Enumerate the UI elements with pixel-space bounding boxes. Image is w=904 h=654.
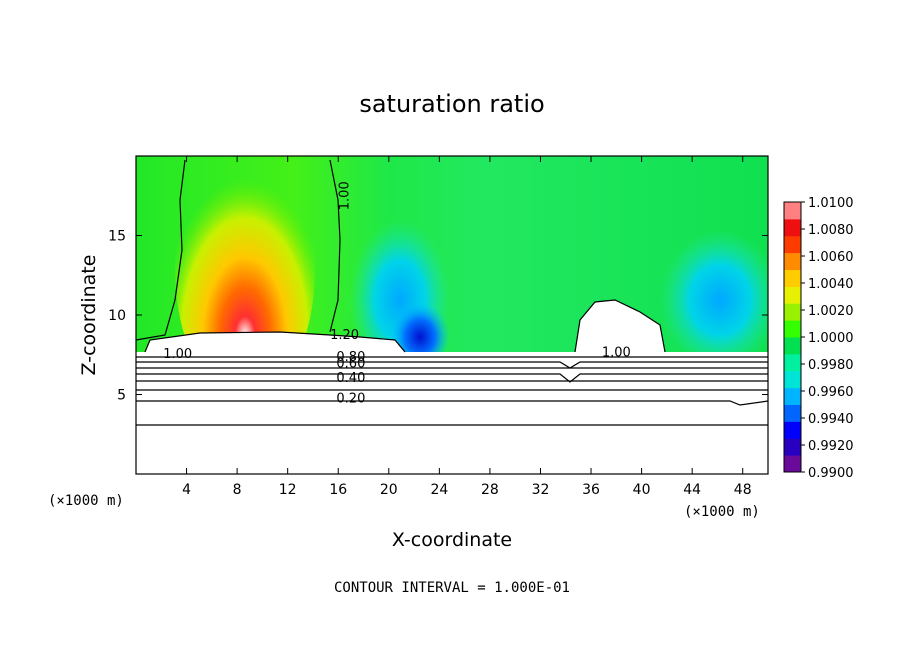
x-axis-title: X-coordinate [392,529,512,551]
contour-plume-left [135,159,186,341]
colorbar-swatch-0 [784,455,801,473]
y-axis-title: Z-coordinate [78,255,100,376]
chart-title: saturation ratio [359,90,544,118]
y-tick-label-0: 5 [117,388,126,404]
colorbar-label-4: 1.0020 [808,304,854,319]
colorbar-swatch-15 [784,202,801,220]
contour-label-5: 0.40 [336,371,365,386]
colorbar-swatch-6 [784,353,801,372]
heatmap-field [136,156,768,474]
colorbar-swatch-4 [784,387,801,405]
y-tick-label-1: 10 [108,308,126,324]
colorbar-label-0: 1.0100 [808,196,854,211]
contour-label-6: 0.20 [336,391,365,406]
contour-labels: 1.00 1.20 1.00 0.800.600.40 0.20 1.00 [163,181,631,406]
contour-label-4: 0.60 [336,356,365,371]
x-tick-label-5: 24 [430,482,448,498]
contour-cloud-right [574,299,666,353]
x-tick-label-9: 40 [633,482,651,498]
x-tick-label-0: 4 [182,482,191,498]
colorbar-swatch-3 [784,404,801,422]
x-tick-label-4: 20 [380,482,398,498]
contour-cloud-left [144,331,406,353]
x-tick-label-6: 28 [481,482,499,498]
x-tick-label-11: 48 [734,482,752,498]
contour-plume-right [329,159,341,333]
contour-lines [135,159,769,426]
x-tick-label-2: 12 [279,482,297,498]
contour-label-0: 1.00 [337,181,352,210]
x-tick-label-1: 8 [233,482,242,498]
colorbar: 1.0100 1.0080 1.0060 1.0040 1.0020 1.0000 0.99… [783,196,854,481]
contour-label-3: 0.80 [336,350,365,365]
colorbar-swatch-14 [784,218,801,237]
colorbar-swatch-7 [784,337,801,355]
colorbar-label-9: 0.9920 [808,439,854,454]
colorbar-swatch-11 [784,269,801,287]
cloud-left [145,332,405,352]
y-tick-label-2: 15 [108,229,126,245]
x-axis-ticks: 4 8 12 16 20 24 28 32 36 40 44 48 [182,156,752,498]
colorbar-label-8: 0.9940 [808,412,854,427]
contour-label-1: 1.20 [330,328,359,343]
colorbar-label-6: 0.9980 [808,358,854,373]
colorbar-label-7: 0.9960 [808,385,854,400]
surface-layer [136,352,768,474]
colorbar-label-2: 1.0060 [808,250,854,265]
contour-line-4 [136,373,768,383]
colorbar-swatch-13 [784,235,801,254]
colorbar-swatch-10 [784,286,801,304]
cool-region-right [660,230,768,370]
contour-interval-note: CONTOUR INTERVAL = 1.000E-01 [334,580,570,596]
x-tick-label-7: 32 [532,482,550,498]
colorbar-swatch-1 [784,438,801,456]
colorbar-label-1: 1.0080 [808,223,854,238]
x-tick-label-8: 36 [582,482,600,498]
colorbar-label-10: 0.9900 [808,466,854,481]
y-unit-label: (×1000 m) [684,504,760,520]
contour-label-2: 1.00 [163,347,192,362]
colorbar-swatch-8 [784,320,801,338]
cloud-right [575,300,665,352]
colorbar-label-5: 1.0000 [808,331,854,346]
contour-line-7 [136,400,769,406]
y-axis-ticks: 5 10 15 [108,229,768,404]
x-tick-label-10: 44 [683,482,701,498]
contour-label-7: 1.00 [602,345,631,360]
colorbar-swatch-5 [784,370,801,389]
colorbar-swatch-12 [784,252,801,270]
x-unit-label: (×1000 m) [48,493,124,509]
colorbar-label-3: 1.0040 [808,277,854,292]
colorbar-swatch-2 [784,421,801,439]
colorbar-swatch-9 [784,303,801,321]
deep-blue-region [390,295,450,365]
x-tick-label-3: 16 [329,482,347,498]
